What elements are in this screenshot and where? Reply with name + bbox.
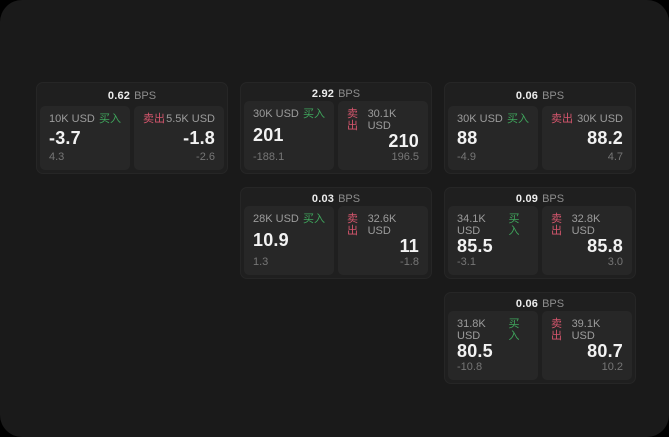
sell-change: 4.7	[607, 151, 623, 163]
bps-value: 0.03	[311, 192, 335, 205]
buy-price: 201	[253, 125, 284, 145]
bps-header: 0.03 BPS	[244, 191, 428, 206]
sell-size-label: 30K USD	[577, 113, 623, 125]
buy-change: 4.3	[49, 151, 65, 163]
sell-price: 210	[388, 131, 419, 151]
buy-tag: 买入	[508, 213, 520, 237]
sell-size-label: 30.1K USD	[367, 108, 397, 132]
buy-panel[interactable]: 30K USD 买入 88 -4.9	[448, 106, 538, 170]
sell-price: 80.7	[587, 341, 623, 361]
bps-unit-label: BPS	[338, 87, 361, 100]
bps-header: 0.06 BPS	[448, 86, 632, 106]
buy-tag: 买入	[303, 213, 325, 225]
buy-change: -188.1	[253, 151, 285, 163]
quote-card: 0.06 BPS 30K USD 买入 88 -4.9 卖出 30K USD	[444, 82, 636, 174]
buy-change: 1.3	[253, 256, 269, 268]
bps-header: 0.09 BPS	[448, 191, 632, 206]
sell-panel[interactable]: 卖出 30.1K USD 210 196.5	[338, 101, 428, 170]
buy-size-label: 28K USD	[253, 213, 299, 225]
sell-change: 196.5	[391, 151, 419, 163]
bps-header: 0.62 BPS	[40, 86, 224, 106]
buy-price: 80.5	[457, 341, 493, 361]
buy-tag: 买入	[508, 318, 520, 342]
quote-card-body: 30K USD 买入 201 -188.1 卖出 30.1K USD 210 1…	[244, 101, 428, 170]
buy-tag: 买入	[99, 113, 121, 125]
buy-tag: 买入	[507, 113, 529, 125]
buy-change: -3.1	[457, 256, 476, 268]
sell-panel[interactable]: 卖出 5.5K USD -1.8 -2.6	[134, 106, 224, 170]
quote-card: 0.09 BPS 34.1K USD 买入 85.5 -3.1 卖出 32.8K…	[444, 187, 636, 279]
sell-price: -1.8	[183, 127, 215, 148]
bps-unit-label: BPS	[338, 192, 361, 205]
buy-panel[interactable]: 34.1K USD 买入 85.5 -3.1	[448, 206, 538, 275]
buy-size-label: 34.1K USD	[457, 213, 486, 237]
bps-unit-label: BPS	[542, 297, 565, 310]
buy-change: -10.8	[457, 361, 483, 373]
quote-card: 0.62 BPS 10K USD 买入 -3.7 4.3 卖出 5.5K USD	[36, 82, 228, 174]
sell-size-label: 32.6K USD	[367, 213, 397, 237]
bps-value: 0.62	[107, 90, 131, 102]
sell-change: 10.2	[601, 361, 623, 373]
sell-price: 88.2	[587, 127, 623, 148]
bps-value: 0.09	[515, 192, 539, 205]
quote-card-body: 31.8K USD 买入 80.5 -10.8 卖出 39.1K USD 80.…	[448, 311, 632, 380]
bps-value: 2.92	[311, 87, 335, 100]
quote-card: 2.92 BPS 30K USD 买入 201 -188.1 卖出 30.1K …	[240, 82, 432, 174]
buy-price: -3.7	[49, 127, 81, 148]
quote-cards-grid: 0.62 BPS 10K USD 买入 -3.7 4.3 卖出 5.5K USD	[36, 82, 636, 384]
quote-card-body: 34.1K USD 买入 85.5 -3.1 卖出 32.8K USD 85.8…	[448, 206, 632, 275]
bps-unit-label: BPS	[542, 90, 565, 102]
sell-panel[interactable]: 卖出 30K USD 88.2 4.7	[542, 106, 632, 170]
sell-size-label: 39.1K USD	[571, 318, 601, 342]
buy-panel[interactable]: 10K USD 买入 -3.7 4.3	[40, 106, 130, 170]
quote-card: 0.06 BPS 31.8K USD 买入 80.5 -10.8 卖出 39.1…	[444, 292, 636, 384]
buy-panel[interactable]: 30K USD 买入 201 -188.1	[244, 101, 334, 170]
buy-price: 10.9	[253, 230, 289, 250]
sell-change: -2.6	[196, 151, 215, 163]
buy-size-label: 30K USD	[253, 108, 299, 120]
sell-tag: 卖出	[347, 213, 358, 237]
quote-card-body: 28K USD 买入 10.9 1.3 卖出 32.6K USD 11 -1.8	[244, 206, 428, 275]
buy-panel[interactable]: 28K USD 买入 10.9 1.3	[244, 206, 334, 275]
bps-unit-label: BPS	[134, 90, 157, 102]
bps-header: 0.06 BPS	[448, 296, 632, 311]
sell-panel[interactable]: 卖出 39.1K USD 80.7 10.2	[542, 311, 632, 380]
sell-tag: 卖出	[143, 113, 165, 125]
sell-tag: 卖出	[551, 113, 573, 125]
bps-header: 2.92 BPS	[244, 86, 428, 101]
buy-size-label: 10K USD	[49, 113, 95, 125]
sell-tag: 卖出	[551, 318, 562, 342]
bps-value: 0.06	[515, 297, 539, 310]
sell-price: 11	[399, 236, 419, 256]
buy-price: 85.5	[457, 236, 493, 256]
sell-change: -1.8	[400, 256, 419, 268]
quote-card-body: 10K USD 买入 -3.7 4.3 卖出 5.5K USD -1.8 -2.…	[40, 106, 224, 170]
sell-size-label: 32.8K USD	[571, 213, 601, 237]
buy-size-label: 30K USD	[457, 113, 503, 125]
buy-price: 88	[457, 127, 478, 148]
quote-card: 0.03 BPS 28K USD 买入 10.9 1.3 卖出 32.6K US…	[240, 187, 432, 279]
sell-panel[interactable]: 卖出 32.6K USD 11 -1.8	[338, 206, 428, 275]
sell-change: 3.0	[607, 256, 623, 268]
buy-change: -4.9	[457, 151, 476, 163]
sell-tag: 卖出	[551, 213, 562, 237]
bps-value: 0.06	[515, 90, 539, 102]
buy-size-label: 31.8K USD	[457, 318, 486, 342]
sell-tag: 卖出	[347, 108, 358, 132]
bps-unit-label: BPS	[542, 192, 565, 205]
quote-card-body: 30K USD 买入 88 -4.9 卖出 30K USD 88.2 4.7	[448, 106, 632, 170]
buy-panel[interactable]: 31.8K USD 买入 80.5 -10.8	[448, 311, 538, 380]
sell-panel[interactable]: 卖出 32.8K USD 85.8 3.0	[542, 206, 632, 275]
sell-price: 85.8	[587, 236, 623, 256]
sell-size-label: 5.5K USD	[166, 113, 215, 125]
buy-tag: 买入	[303, 108, 325, 120]
